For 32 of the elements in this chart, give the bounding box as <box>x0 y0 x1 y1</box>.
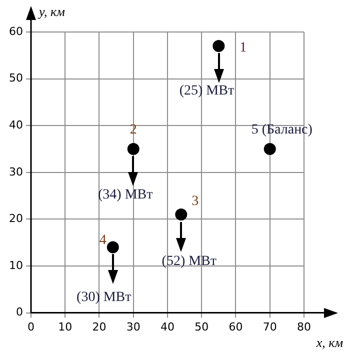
y-tick-label: 50 <box>8 72 23 85</box>
x-tick-label: 70 <box>262 320 277 334</box>
y-tick-label: 30 <box>8 165 23 178</box>
point <box>264 143 276 155</box>
annotation: (25) МВт <box>179 84 234 99</box>
annotation: (52) МВт <box>162 254 217 270</box>
x-tick-label: 10 <box>58 320 72 334</box>
y-tick-label: 20 <box>8 212 23 226</box>
y-tick-label: 40 <box>8 118 23 132</box>
y-tick-label: 60 <box>8 24 23 38</box>
x-tick-label: 40 <box>160 320 174 334</box>
x-tick-label: 50 <box>194 320 209 334</box>
annotation: 4 <box>99 232 106 248</box>
point <box>106 241 119 254</box>
annotation: 5 (Баланс) <box>251 122 313 138</box>
y-tick-label: 10 <box>8 258 23 272</box>
annotation: 3 <box>192 194 199 210</box>
point <box>127 143 140 155</box>
y-tick-label: 0 <box>16 306 23 319</box>
x-tick-label: 60 <box>228 320 243 334</box>
point <box>212 40 225 52</box>
x-tick-label: 30 <box>126 320 140 334</box>
annotation: (34) МВт <box>98 188 153 203</box>
annotation: 1 <box>240 40 247 56</box>
x-tick-label: 20 <box>92 320 106 334</box>
annotation: 2 <box>130 122 137 138</box>
y-axis-title: y, км <box>36 4 65 19</box>
annotation: (30) МВт <box>76 290 132 305</box>
x-axis-title: x, км <box>315 334 343 350</box>
x-tick-label: 0 <box>27 320 34 334</box>
x-tick-label: 80 <box>297 320 311 334</box>
point <box>175 208 188 221</box>
